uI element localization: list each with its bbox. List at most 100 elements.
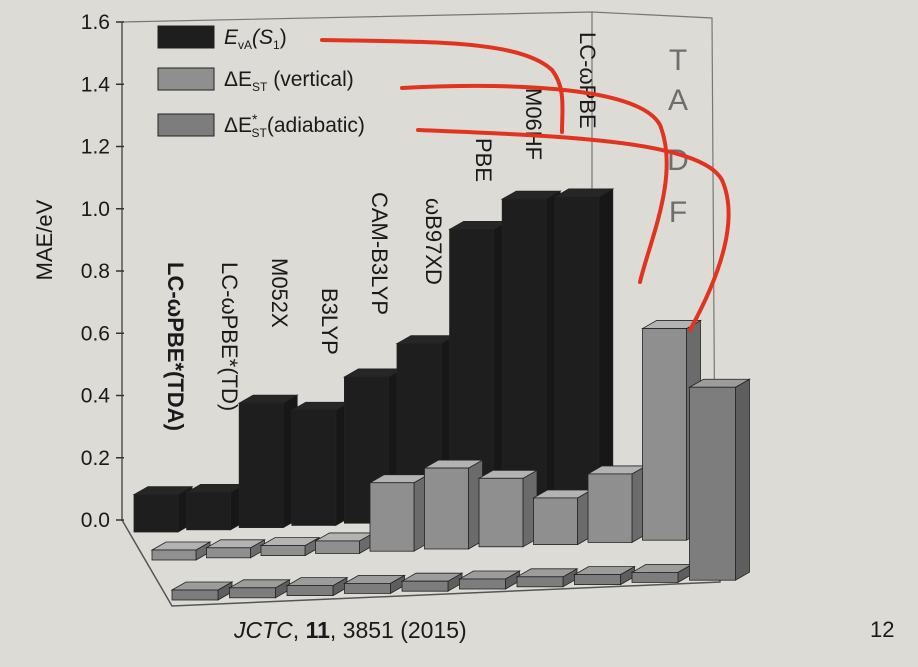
legend-label: EvA(S1) <box>224 26 287 52</box>
citation: JCTC, 11, 3851 (2015) <box>234 617 467 643</box>
method-label: PBE <box>471 138 496 182</box>
page-number: 12 <box>870 617 895 642</box>
bar-s2-6-front <box>516 576 564 588</box>
arrow-evA-to-lcwpbe <box>320 38 565 134</box>
bar-s1-9-front <box>642 328 687 541</box>
bar-s1-1 <box>204 539 267 559</box>
legend-swatch <box>157 67 215 91</box>
bar-s2-2-front <box>286 585 334 596</box>
bar-s2-4-front <box>401 580 449 592</box>
bar-s1-5 <box>422 459 485 550</box>
bar-s2-7 <box>572 565 637 586</box>
tadf-letter: A <box>668 84 688 117</box>
legend: EvA(S1)ΔEST (vertical)ΔE* ST(adiabatic) <box>157 25 365 140</box>
legend-label-part: * <box>252 111 258 127</box>
citation-journal: JCTC <box>234 617 293 643</box>
bar-s2-3 <box>342 574 407 595</box>
bar-s2-9 <box>687 378 752 581</box>
bar-s1-0 <box>150 541 212 561</box>
bar-s1-0-front <box>151 549 197 561</box>
bar-s2-9-front <box>689 386 736 581</box>
bar-s0-7-front <box>501 198 547 518</box>
method-label: B3LYP <box>317 288 342 355</box>
bar-s1-7-front <box>533 497 578 546</box>
annotation-arrows <box>320 38 731 332</box>
bar-s0-2-front <box>238 402 284 529</box>
bar-s0-8-front <box>554 196 600 515</box>
method-label: M052X <box>267 258 292 328</box>
bar-s2-8 <box>630 563 694 584</box>
bar-s2-0-front <box>171 589 219 601</box>
bar-s1-7 <box>531 489 594 546</box>
y-axis: 0.0 0.2 0.4 0.6 0.8 1.0 1.2 1.4 1.6 MAE/eV <box>32 11 124 532</box>
bar-s0-1-front <box>186 492 232 531</box>
bar-s1-2-front <box>260 545 306 556</box>
legend-label-part: (vertical) <box>267 68 353 91</box>
y-tick-label: 1.6 <box>81 11 110 34</box>
tadf-letter: T <box>669 44 687 77</box>
bar-s0-8 <box>553 188 615 516</box>
bar-s0-2 <box>237 394 299 529</box>
legend-label-part: ΔE <box>224 68 252 91</box>
legend-label-part: (S <box>252 26 273 49</box>
bar-s1-4-front <box>369 482 415 552</box>
y-tick-label: 0.6 <box>81 322 110 345</box>
bar-s2-9-side <box>735 378 750 581</box>
bar-s2-8-front <box>631 572 679 583</box>
bar-s1-3 <box>313 532 376 555</box>
bar-s0-3-front <box>291 409 337 526</box>
y-tick-label: 0.8 <box>81 260 110 283</box>
bar-s0-3 <box>290 401 352 527</box>
y-tick-label: 1.2 <box>81 136 110 159</box>
frame-side-wall <box>591 11 716 481</box>
bar-s2-5 <box>457 570 522 590</box>
legend-label: ΔEST (vertical) <box>224 68 354 94</box>
bar-s2-5-front <box>459 578 506 590</box>
arrow-vertical-to-tadf <box>400 84 669 284</box>
y-tick-label: 0.4 <box>81 385 111 408</box>
arrow-adiabatic-to-tadf <box>416 128 731 332</box>
bars-group <box>132 188 752 601</box>
bar-s1-5-front <box>424 467 469 550</box>
method-labels: LC-ωPBE*(TDA) LC-ωPBE*(TD) M052X B3LYP CAM-B… <box>163 32 600 431</box>
tadf-letter: F <box>669 196 687 229</box>
bar-s2-3-front <box>344 583 391 594</box>
bar-s2-2 <box>285 576 349 597</box>
bar-s2-7-front <box>574 574 621 585</box>
legend-label-part: ST <box>252 80 268 94</box>
bar-s0-0 <box>132 485 194 533</box>
bar-s0-7 <box>500 190 562 518</box>
legend-label-part: 1 <box>273 38 280 52</box>
bar-s1-8 <box>586 465 648 544</box>
method-label: LC-ωPBE*(TDA) <box>163 262 188 431</box>
y-tick-label: 1.4 <box>81 73 111 96</box>
legend-label-part: ΔE <box>224 114 252 137</box>
method-label: LC-ωPBE <box>575 32 600 129</box>
citation-volume: 11 <box>305 617 330 643</box>
bar-s2-0 <box>170 581 234 601</box>
method-label: ωB97XD <box>421 198 446 285</box>
y-tick-label: 0.0 <box>81 509 110 532</box>
legend-swatch <box>157 25 215 49</box>
legend-label-part: vA <box>238 38 252 52</box>
bar-s1-8-front <box>587 473 633 543</box>
bar-s1-3-front <box>315 540 360 554</box>
legend-swatch <box>157 113 215 137</box>
method-label: M06HF <box>521 88 546 160</box>
bar-s1-6-front <box>478 477 524 548</box>
y-tick-label: 0.2 <box>81 447 110 470</box>
bar-s0-1 <box>185 483 247 531</box>
bar-s2-1 <box>227 579 292 599</box>
bar-s1-4 <box>368 474 430 552</box>
bar-s2-1-front <box>229 587 276 599</box>
bar-s1-6 <box>477 469 539 548</box>
legend-label-part: (adiabatic) <box>267 114 365 137</box>
citation-rest: , 3851 (2015) <box>329 617 467 643</box>
y-axis-label: MAE/eV <box>32 199 57 280</box>
legend-label-part: E <box>224 26 239 49</box>
bar-s1-2 <box>259 536 321 557</box>
bar-s0-0-front <box>133 494 179 533</box>
